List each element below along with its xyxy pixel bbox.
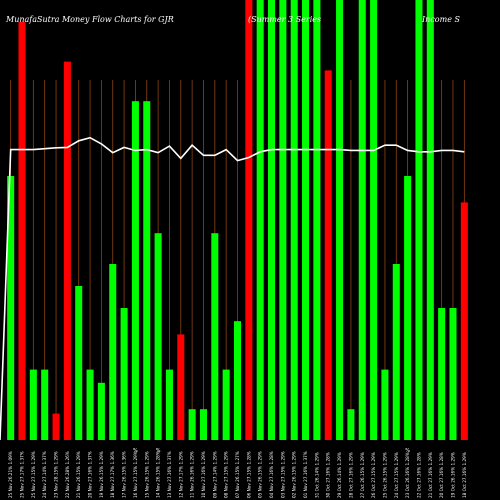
x-tick-label: 23 Nov 28.15% 1.29% xyxy=(54,451,59,498)
x-tick-label: 25 Oct 26.15% 1.29% xyxy=(382,452,387,498)
chart-title-left: MunafaSutra Money Flow Charts for GJR xyxy=(5,15,174,24)
x-tick-label: 19 Oct 26.16% 1.29% xyxy=(450,452,455,498)
x-tick-label: 01 Nov 27.16% 1.37% xyxy=(303,451,308,498)
bar xyxy=(18,22,26,440)
bar xyxy=(188,409,196,440)
x-tick-label: 12 Nov 27.17% 1.29% xyxy=(178,451,183,498)
bar xyxy=(324,70,332,441)
x-tick-label: 10 Nov 27.16% 1.29% xyxy=(201,451,206,498)
bar xyxy=(109,264,117,440)
x-tick-label: 18 Nov 27.17% 1.36% xyxy=(110,451,115,498)
chart-title-middle: (Summer 3 Series xyxy=(248,15,321,24)
x-tick-labels: 25 Nov 26.21% 1.09% 25 Nov 27.17% 1.37% 25… xyxy=(8,451,467,498)
chart-title-right: Income S xyxy=(421,15,460,24)
bar xyxy=(460,202,468,440)
bar xyxy=(392,264,400,440)
x-tick-label: 20 Oct 27.16% 1.28% xyxy=(439,452,444,498)
x-tick-label: 21 Nov 26.15% 1.29% xyxy=(76,451,81,498)
bar xyxy=(52,413,60,440)
x-tick-label: 25 Nov 27.17% 1.37% xyxy=(20,451,25,498)
x-tick-label: 08 Nov 27.15% 1.29% xyxy=(224,451,229,498)
bar xyxy=(131,101,139,440)
x-tick-label: 06 Nov 27.15% 1.28% xyxy=(246,451,251,498)
x-tick-label: 28 Oct 27.16% 1.29% xyxy=(348,452,353,498)
bar xyxy=(404,176,412,440)
bar xyxy=(29,369,37,440)
x-tick-label: 30 Oct 27.16% 1.28% xyxy=(326,452,331,498)
bar xyxy=(120,308,128,440)
x-tick-label: 14 Nov 26.15% 1.28% xyxy=(156,451,161,498)
bar xyxy=(256,0,264,440)
bar xyxy=(75,286,83,440)
flow-line xyxy=(0,136,465,441)
bar xyxy=(370,0,378,440)
bars xyxy=(7,0,468,441)
x-tick-label: 31 Oct 26.14% 1.29% xyxy=(314,452,319,498)
x-tick-label: 05 Nov 26.15% 1.29% xyxy=(258,451,263,498)
bar xyxy=(63,61,71,440)
x-tick-label: 13 Nov 27.16% 1.37% xyxy=(167,451,172,498)
bar xyxy=(222,369,230,440)
bar xyxy=(290,0,298,440)
bar xyxy=(165,369,173,440)
x-tick-label: 20 Nov 27.16% 1.37% xyxy=(88,451,93,498)
bar xyxy=(279,0,287,440)
bar xyxy=(233,321,242,440)
markers: %%% xyxy=(133,448,410,454)
bar xyxy=(426,0,434,440)
x-tick-label: 04 Nov 27.16% 1.28% xyxy=(269,451,274,498)
x-tick-label: 09 Nov 27.14% 1.29% xyxy=(212,451,217,498)
x-tick-label: 25 Nov 26.21% 1.09% xyxy=(8,451,13,498)
x-tick-label: 03 Nov 27.15% 1.29% xyxy=(280,451,285,498)
x-tick-label: 22 Oct 27.16% 1.28% xyxy=(416,452,421,498)
x-tick-label: 25 Nov 27.15% 1.29% xyxy=(31,451,36,498)
bar xyxy=(336,0,344,440)
x-tick-label: 29 Oct 26.14% 1.29% xyxy=(337,452,342,498)
bar xyxy=(7,176,15,440)
flow-line-path xyxy=(0,136,465,441)
bar xyxy=(97,382,105,440)
x-tick-label: 22 Nov 26.28% 1.26% xyxy=(65,451,70,498)
x-tick-label: 21 Oct 27.16% 1.29% xyxy=(428,452,433,498)
bar xyxy=(302,0,310,440)
x-tick-label: 24 Nov 27.14% 1.37% xyxy=(42,451,47,498)
bar xyxy=(347,409,355,440)
x-tick-label: 26 Oct 27.15% 1.29% xyxy=(371,452,376,498)
bar xyxy=(268,0,276,440)
x-tick-label: 19 Nov 26.15% 1.29% xyxy=(99,451,104,498)
x-tick-label: 11 Nov 26.16% 1.29% xyxy=(190,451,195,498)
bar xyxy=(438,308,446,440)
x-tick-label: 02 Nov 26.15% 1.29% xyxy=(292,451,297,498)
x-tick-label: 16 Nov 27.15% 1.29% xyxy=(133,451,138,498)
bar xyxy=(245,0,253,440)
bar xyxy=(211,233,219,440)
x-tick-label: 17 Nov 26.15% 1.36% xyxy=(122,451,127,498)
bar xyxy=(41,369,49,440)
bar xyxy=(177,334,185,440)
bar xyxy=(449,308,457,440)
bar xyxy=(199,409,207,440)
x-tick-label: 18 Oct 27.16% 1.29% xyxy=(462,452,467,498)
bar xyxy=(381,369,389,440)
bar xyxy=(415,0,423,440)
x-tick-label: 23 Oct 26.16% 1.28% xyxy=(405,452,410,498)
marker-label: % xyxy=(133,448,138,454)
marker-label: % xyxy=(405,448,410,454)
x-tick-label: 27 Oct 26.15% 1.29% xyxy=(360,452,365,498)
bar xyxy=(313,0,321,440)
x-tick-label: 15 Nov 26.15% 1.29% xyxy=(144,451,149,498)
bar xyxy=(154,233,162,440)
bar xyxy=(358,0,366,440)
x-tick-label: 07 Nov 26.15% 1.27% xyxy=(235,451,240,498)
marker-label: % xyxy=(156,448,161,454)
bar xyxy=(86,369,94,440)
x-tick-label: 24 Oct 27.15% 1.29% xyxy=(394,452,399,498)
bar xyxy=(143,101,151,440)
